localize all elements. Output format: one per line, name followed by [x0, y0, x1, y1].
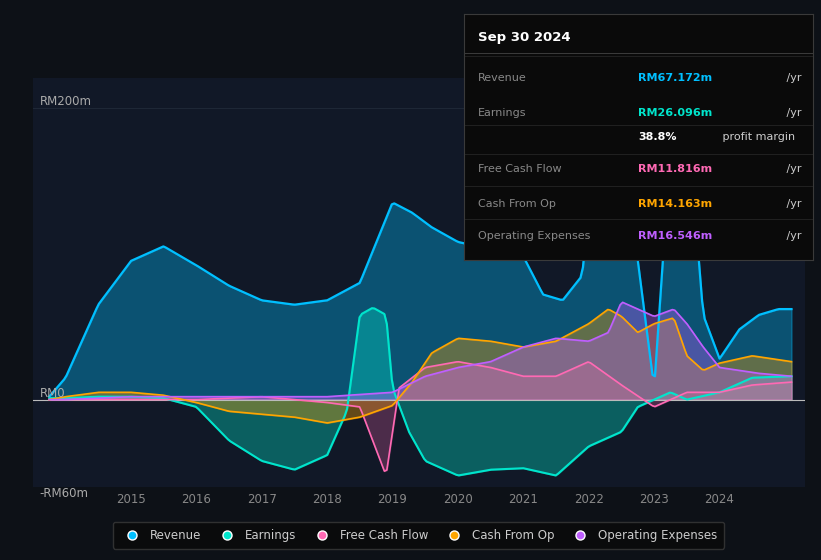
Text: RM26.096m: RM26.096m: [639, 108, 713, 118]
Text: /yr: /yr: [782, 231, 801, 241]
Text: profit margin: profit margin: [718, 132, 795, 142]
Text: Sep 30 2024: Sep 30 2024: [478, 31, 571, 44]
Legend: Revenue, Earnings, Free Cash Flow, Cash From Op, Operating Expenses: Revenue, Earnings, Free Cash Flow, Cash …: [113, 521, 724, 549]
Text: RM11.816m: RM11.816m: [639, 164, 713, 174]
Text: RM200m: RM200m: [39, 95, 91, 108]
Text: /yr: /yr: [782, 199, 801, 209]
Text: 38.8%: 38.8%: [639, 132, 677, 142]
Text: RM67.172m: RM67.172m: [639, 73, 713, 83]
Text: RM14.163m: RM14.163m: [639, 199, 713, 209]
Text: Revenue: Revenue: [478, 73, 526, 83]
Text: RM0: RM0: [39, 386, 65, 400]
Text: Cash From Op: Cash From Op: [478, 199, 556, 209]
Text: Free Cash Flow: Free Cash Flow: [478, 164, 562, 174]
Text: -RM60m: -RM60m: [39, 487, 89, 500]
Text: Operating Expenses: Operating Expenses: [478, 231, 590, 241]
Text: /yr: /yr: [782, 108, 801, 118]
Text: /yr: /yr: [782, 73, 801, 83]
Text: RM16.546m: RM16.546m: [639, 231, 713, 241]
Text: /yr: /yr: [782, 164, 801, 174]
Text: Earnings: Earnings: [478, 108, 526, 118]
